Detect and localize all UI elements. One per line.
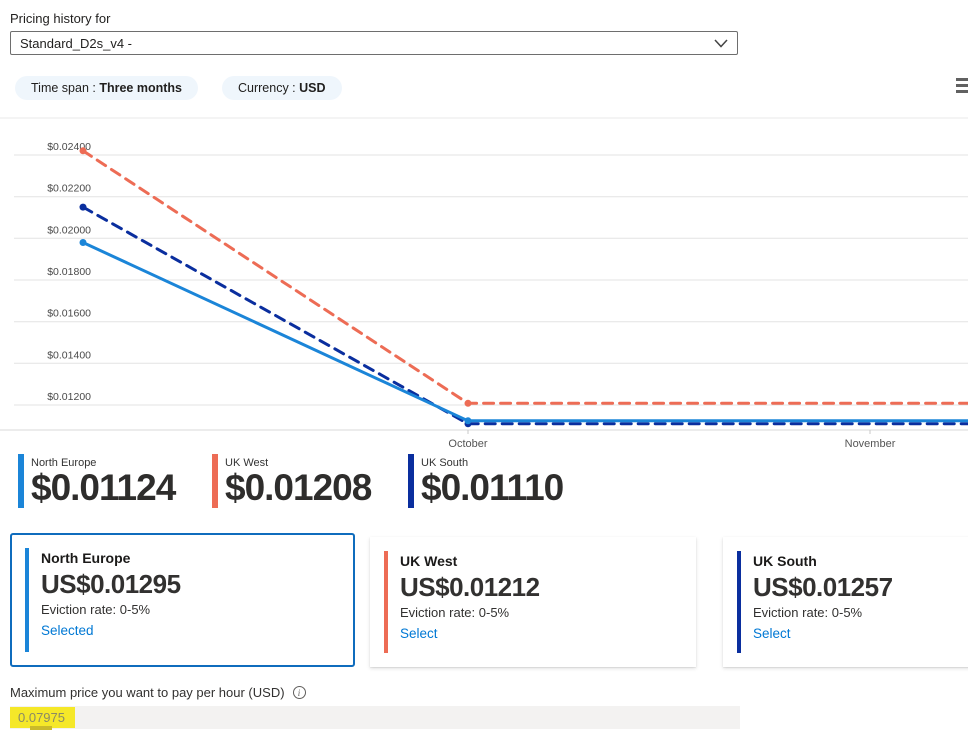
info-icon[interactable]: i — [292, 686, 306, 699]
card-eviction-rate: Eviction rate: 0-5% — [41, 602, 151, 617]
highlight-underline-artifact — [30, 726, 52, 730]
chevron-down-icon — [714, 38, 728, 48]
selected-link[interactable]: Selected — [41, 623, 94, 638]
region-card-uk-south[interactable]: UK South US$0.01257 Eviction rate: 0-5% … — [723, 537, 968, 667]
legend-swatch-north-europe — [18, 454, 24, 508]
legend-value: $0.01208 — [225, 467, 372, 508]
svg-text:$0.01200: $0.01200 — [47, 391, 91, 403]
select-link[interactable]: Select — [400, 626, 438, 641]
max-price-input[interactable]: 0.07975 — [10, 706, 740, 729]
legend-label: North Europe — [31, 457, 97, 469]
region-card-north-europe[interactable]: North Europe US$0.01295 Eviction rate: 0… — [10, 533, 355, 667]
time-span-pill[interactable]: Time span : Three months — [15, 76, 198, 100]
legend-value: $0.01110 — [421, 467, 564, 508]
currency-pill[interactable]: Currency : USD — [222, 76, 342, 100]
select-link[interactable]: Select — [753, 626, 791, 641]
legend-value: $0.01124 — [31, 467, 176, 508]
currency-label: Currency : — [238, 81, 300, 95]
card-region-name: UK South — [753, 553, 817, 569]
card-region-name: UK West — [400, 553, 458, 569]
svg-text:$0.02200: $0.02200 — [47, 183, 91, 195]
svg-text:November: November — [845, 438, 896, 450]
region-card-uk-west[interactable]: UK West US$0.01212 Eviction rate: 0-5% S… — [370, 537, 696, 667]
card-accent-bar — [25, 548, 29, 652]
card-price: US$0.01257 — [753, 572, 893, 602]
legend-item-uk-west: UK West $0.01208 — [212, 454, 372, 508]
card-accent-bar — [737, 551, 741, 653]
svg-text:October: October — [448, 438, 487, 450]
time-span-label: Time span : — [31, 81, 100, 95]
card-price: US$0.01212 — [400, 572, 540, 602]
legend-label: UK South — [421, 457, 469, 469]
card-eviction-rate: Eviction rate: 0-5% — [400, 605, 510, 620]
legend-label: UK West — [225, 457, 269, 469]
chart-menu-icon[interactable] — [956, 78, 968, 96]
vm-size-dropdown-value: Standard_D2s_v4 - — [20, 35, 133, 51]
legend-swatch-uk-west — [212, 454, 218, 508]
card-accent-bar — [384, 551, 388, 653]
svg-text:$0.02000: $0.02000 — [47, 224, 91, 236]
svg-text:$0.01400: $0.01400 — [47, 349, 91, 361]
legend-item-uk-south: UK South $0.01110 — [408, 454, 564, 508]
max-price-label: Maximum price you want to pay per hour (… — [10, 685, 285, 700]
svg-text:$0.01600: $0.01600 — [47, 308, 91, 320]
max-price-value: 0.07975 — [10, 707, 75, 728]
card-eviction-rate: Eviction rate: 0-5% — [753, 605, 863, 620]
pricing-history-chart: $0.02400$0.02200$0.02000$0.01800$0.01600… — [0, 117, 968, 450]
legend-swatch-uk-south — [408, 454, 414, 508]
card-price: US$0.01295 — [41, 569, 181, 599]
time-span-value: Three months — [99, 81, 182, 95]
card-region-name: North Europe — [41, 550, 131, 566]
svg-text:$0.01800: $0.01800 — [47, 266, 91, 278]
vm-size-dropdown[interactable]: Standard_D2s_v4 - — [10, 31, 738, 55]
legend-item-north-europe: North Europe $0.01124 — [18, 454, 176, 508]
currency-value: USD — [299, 81, 326, 95]
pricing-history-label: Pricing history for — [10, 11, 111, 26]
